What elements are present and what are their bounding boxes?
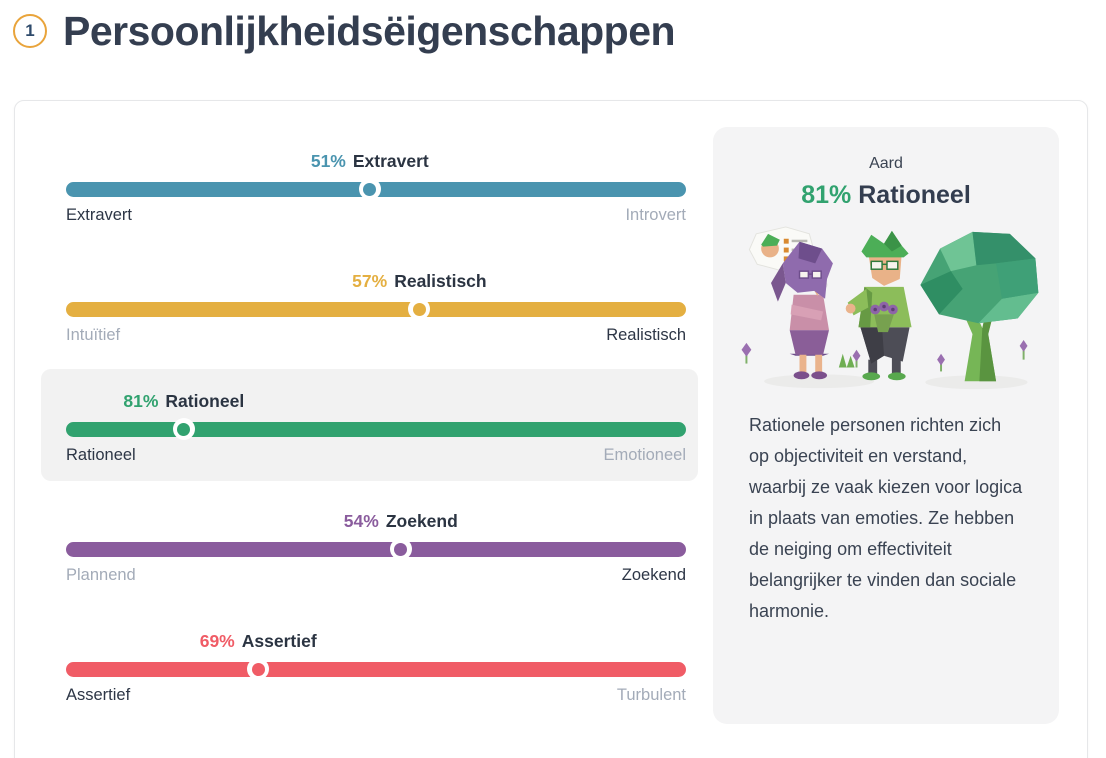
trait-right-label: Turbulent — [616, 686, 686, 704]
woman-character-icon — [771, 241, 833, 380]
trait-score-percent: 57% — [352, 271, 388, 291]
trait-slider-track — [66, 658, 686, 680]
trait-score-label: 69% Assertief — [200, 631, 317, 652]
detail-category-label: Aard — [869, 155, 903, 172]
trait-endpoint-labels: Extravert Introvert — [66, 206, 686, 225]
step-number: 1 — [25, 21, 35, 40]
trait-score-percent: 54% — [343, 511, 379, 531]
trait-left-label: Rationeel — [66, 446, 136, 464]
section-header: 1 Persoonlijkheidsëigenschappen — [13, 8, 676, 55]
trait-slider-handle — [358, 178, 381, 200]
trait-slider-row: 54% Zoekend Plannend Zoekend — [66, 511, 686, 631]
trait-left-label: Assertief — [66, 686, 131, 704]
trait-score-name: Zoekend — [385, 511, 458, 531]
trait-score-name: Realistisch — [394, 271, 487, 291]
page-title: Persoonlijkheidsëigenschappen — [63, 8, 676, 54]
trait-slider-handle — [408, 298, 431, 320]
trait-slider-track — [66, 418, 686, 440]
trait-slider-row: 69% Assertief Assertief Turbulent — [66, 631, 686, 751]
trait-left-label: Intuïtief — [66, 326, 121, 344]
trait-score-label: 81% Rationeel — [123, 391, 244, 412]
trait-detail-panel: Aard 81% Rationeel — [713, 127, 1059, 724]
trait-endpoint-labels: Rationeel Emotioneel — [66, 446, 686, 465]
trait-score-name: Extravert — [352, 151, 429, 171]
tree-icon — [920, 231, 1039, 382]
trait-score-percent: 69% — [199, 631, 235, 651]
trait-right-label: Zoekend — [621, 566, 686, 584]
trait-endpoint-labels: Assertief Turbulent — [66, 686, 686, 705]
trait-slider-track — [66, 178, 686, 200]
trait-score-name: Assertief — [241, 631, 317, 651]
trait-slider-row: 57% Realistisch Intuïtief Realistisch — [66, 271, 686, 391]
personality-traits-card: 51% Extravert Extravert Introvert 57% Real… — [14, 100, 1088, 758]
trait-slider-track — [66, 538, 686, 560]
step-number-badge: 1 — [13, 14, 47, 48]
trait-slider-row: 81% Rationeel Rationeel Emotioneel — [41, 369, 698, 511]
trait-slider-row: 51% Extravert Extravert Introvert — [66, 151, 686, 271]
trait-right-label: Realistisch — [606, 326, 686, 344]
trait-slider-handle — [389, 538, 412, 560]
man-character-icon — [845, 230, 912, 381]
trait-sliders-list: 51% Extravert Extravert Introvert 57% Real… — [41, 151, 698, 751]
trait-endpoint-labels: Plannend Zoekend — [66, 566, 686, 585]
trait-description: Rationele personen richten zich op objec… — [749, 415, 1023, 621]
detail-trait-name: Rationeel — [858, 181, 971, 209]
flowers-icon — [741, 339, 1028, 372]
trait-score-label: 54% Zoekend — [344, 511, 458, 532]
trait-endpoint-labels: Intuïtief Realistisch — [66, 326, 686, 345]
trait-slider-track — [66, 298, 686, 320]
trait-slider-handle — [172, 418, 195, 440]
trait-score-label: 51% Extravert — [311, 151, 429, 172]
trait-right-label: Introvert — [625, 206, 686, 224]
detail-title: 81% Rationeel — [713, 181, 1059, 210]
detail-percent: 81% — [801, 181, 852, 209]
trait-slider-handle — [247, 658, 270, 680]
trait-left-label: Plannend — [66, 566, 136, 584]
trait-score-name: Rationeel — [165, 391, 245, 411]
trait-right-label: Emotioneel — [603, 446, 686, 464]
trait-score-percent: 51% — [310, 151, 346, 171]
trait-score-percent: 81% — [123, 391, 159, 411]
trait-score-label: 57% Realistisch — [352, 271, 486, 292]
rational-trait-illustration — [728, 224, 1044, 396]
trait-left-label: Extravert — [66, 206, 133, 224]
